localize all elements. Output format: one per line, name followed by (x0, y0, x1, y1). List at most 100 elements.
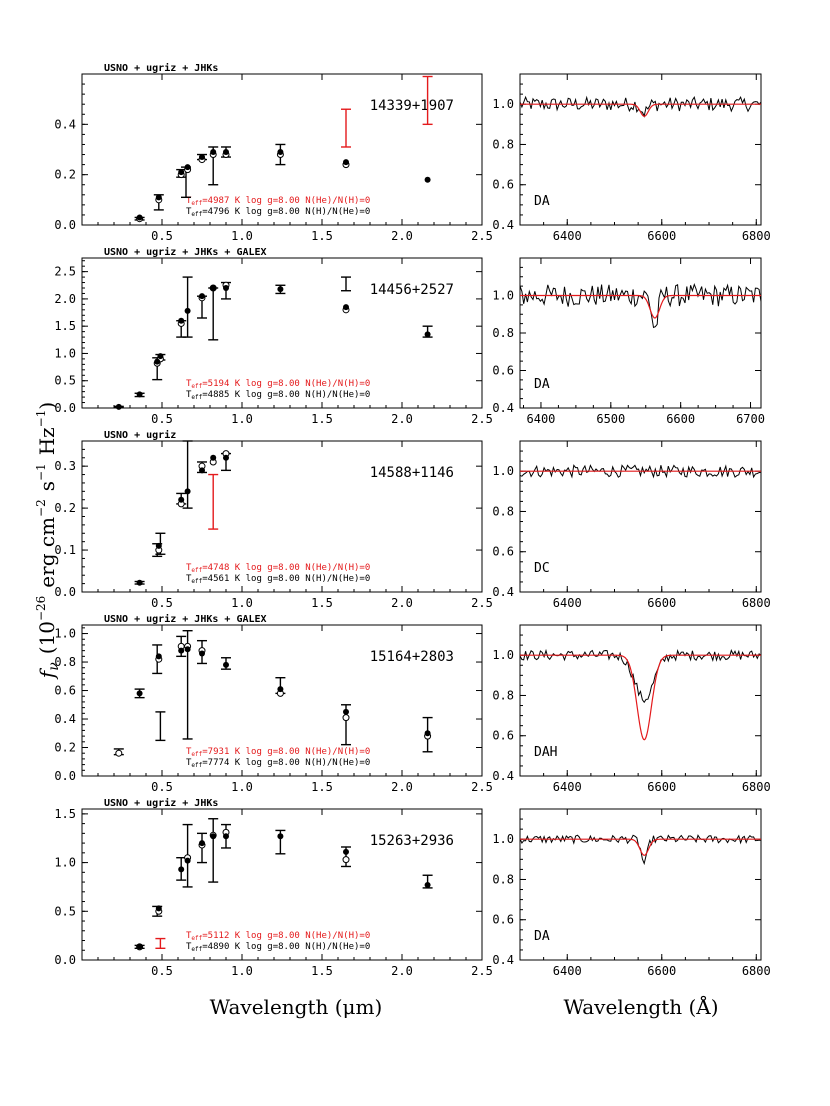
y-tick-label: 0.2 (54, 741, 76, 755)
model-point-h (223, 833, 229, 840)
spec-y-tick-label: 0.4 (492, 953, 514, 967)
spectrum-frame (519, 440, 762, 593)
model-point-h (210, 833, 217, 840)
spec-y-tick-label: 0.8 (492, 872, 514, 886)
survey-label: USNO + ugriz + JHKs + GALEX (104, 613, 267, 625)
model-point-h (277, 686, 284, 693)
spec-y-tick-label: 0.8 (492, 137, 514, 151)
y-tick-label: 0.3 (54, 459, 76, 473)
x-tick-label: 1.5 (311, 229, 333, 243)
y-tick-label: 0.6 (54, 684, 76, 698)
spectral-class: DA (534, 194, 550, 209)
spec-y-tick-label: 0.6 (492, 178, 514, 192)
x-tick-label: 2.0 (391, 229, 413, 243)
y-axis-title: fν(10−26erg cm−2s−1Hz−1) (34, 402, 62, 680)
x-tick-label: 1.0 (231, 229, 253, 243)
y-tick-label: 0.2 (54, 501, 76, 515)
y-tick-label: 0.0 (54, 953, 76, 967)
model-point-h (424, 730, 431, 737)
model-point-h (343, 848, 349, 855)
model-point-h (223, 454, 229, 461)
spec-x-tick-label: 6400 (553, 780, 582, 794)
y-tick-label: 2.5 (54, 265, 76, 279)
x-tick-label: 1.0 (231, 596, 253, 610)
model-point-h (178, 317, 185, 324)
x-tick-label: 2.5 (471, 229, 493, 243)
model-label: Teff=5194 K log g=8.00 N(He)/N(H)=0 (186, 379, 370, 390)
spectrum-frame (519, 257, 762, 409)
y-tick-label: 0.5 (54, 904, 76, 918)
x-tick-label: 0.5 (151, 229, 173, 243)
spectrum-frame (519, 73, 762, 226)
model-point-h (343, 708, 349, 715)
y-tick-label: 1.5 (54, 807, 76, 821)
spec-y-tick-label: 1.0 (492, 464, 514, 478)
model-point-h (199, 293, 205, 300)
x-tick-label: 1.5 (311, 964, 333, 978)
model-point-h (343, 304, 349, 311)
model-point-h (155, 542, 162, 549)
spectrum-frame (519, 808, 762, 961)
spec-y-tick-label: 0.6 (492, 364, 514, 378)
x-tick-label: 2.5 (471, 596, 493, 610)
spec-x-tick-label: 6600 (666, 412, 695, 426)
model-point-h (184, 646, 191, 653)
model-spectrum (520, 838, 761, 856)
x-tick-label: 0.5 (151, 412, 173, 426)
model-point-h (199, 840, 205, 847)
observed-spectrum (520, 282, 761, 329)
model-point-h (223, 285, 229, 291)
object-name: 14339+1907 (370, 98, 454, 114)
model-label: Teff=7931 K log g=8.00 N(He)/N(H)=0 (186, 747, 370, 758)
spec-y-tick-label: 0.6 (492, 729, 514, 743)
object-name: 14588+1146 (370, 465, 454, 481)
x-tick-label: 2.5 (471, 964, 493, 978)
model-label: Teff=4796 K log g=8.00 N(H)/N(He)=0 (186, 207, 370, 218)
model-point-h (343, 159, 349, 166)
spec-y-tick-label: 0.8 (492, 326, 514, 340)
model-point-h (277, 286, 284, 293)
x-tick-label: 1.5 (311, 412, 333, 426)
spec-y-tick-label: 1.0 (492, 289, 514, 303)
sed-panel-14588+1146: 0.5 1.0 1.5 2.0 2.5 0.0 0.1 0.2 0.3 USNO + ugriz 1… (54, 429, 493, 610)
model-label: Teff=5112 K log g=8.00 N(He)/N(H)=0 (186, 931, 370, 942)
model-point-h (178, 647, 185, 654)
sed-panel-15164+2803: 0.5 1.0 1.5 2.0 2.5 0.0 0.2 0.4 0.6 0.8 1.0 USNO + … (54, 613, 493, 794)
spec-x-tick-label: 6800 (742, 780, 771, 794)
observed-spectrum (520, 95, 761, 118)
x-tick-label: 2.0 (391, 596, 413, 610)
x-tick-label: 1.5 (311, 780, 333, 794)
model-point-h (155, 653, 162, 660)
spec-y-tick-label: 0.4 (492, 769, 514, 783)
observed-spectrum (520, 834, 761, 866)
model-point-h (136, 391, 143, 398)
model-point-he (342, 714, 350, 722)
y-tick-label: 0.0 (54, 401, 76, 415)
model-point-h (178, 169, 185, 176)
y-tick-label: 0.0 (54, 585, 76, 599)
model-spectrum (520, 294, 761, 319)
spec-x-tick-label: 6600 (647, 780, 676, 794)
model-label: Teff=4748 K log g=8.00 N(He)/N(H)=0 (186, 563, 370, 574)
sed-panel-15263+2936: 0.5 1.0 1.5 2.0 2.5 0.0 0.5 1.0 1.5 USNO + ugriz … (54, 797, 493, 978)
model-point-he (115, 749, 123, 757)
object-name: 15164+2803 (370, 649, 454, 665)
model-point-h (157, 353, 164, 360)
survey-label: USNO + ugriz (104, 429, 176, 441)
observed-spectrum (520, 464, 761, 479)
model-point-h (136, 214, 143, 221)
survey-label: USNO + ugriz + JHKs + GALEX (104, 246, 267, 258)
y-tick-label: 0.8 (54, 655, 76, 669)
model-point-h (277, 149, 284, 156)
spec-x-tick-label: 6800 (742, 964, 771, 978)
x-tick-label: 1.0 (231, 780, 253, 794)
model-point-h (155, 905, 162, 912)
object-name: 14456+2527 (370, 282, 454, 298)
spec-y-tick-label: 0.4 (492, 218, 514, 232)
spec-y-tick-label: 0.4 (492, 401, 514, 415)
sed-panel-14339+1907: 0.5 1.0 1.5 2.0 2.5 0.0 0.2 0.4 USNO + ugriz + J… (54, 62, 493, 243)
x-tick-label: 2.0 (391, 780, 413, 794)
model-point-h (199, 154, 205, 161)
model-point-h (184, 164, 191, 171)
